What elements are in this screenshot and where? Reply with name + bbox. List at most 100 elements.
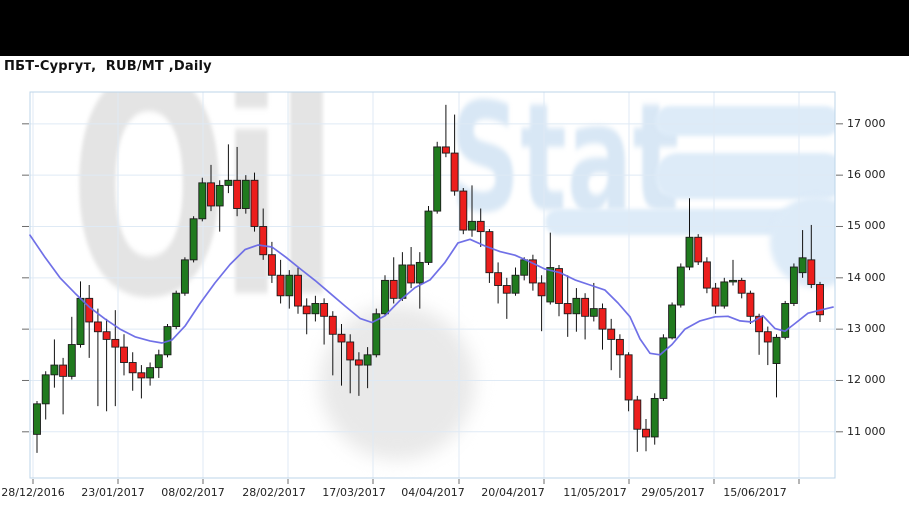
candle-body [598, 308, 607, 330]
x-axis-label: 29/05/2017 [641, 486, 705, 499]
candle-body [137, 372, 146, 379]
page-title: ПБТ-Сургут, RUB/MT ,Daily [4, 59, 212, 74]
candle-body [711, 287, 720, 307]
candle-body [224, 179, 233, 186]
candle-body [128, 362, 137, 374]
candle-body [198, 182, 207, 220]
candle-body [441, 146, 450, 154]
candle-body [459, 190, 468, 231]
candle-body [789, 266, 798, 304]
candle-body [294, 274, 302, 307]
y-axis-label: 16 000 [847, 168, 886, 182]
candle-body [85, 297, 94, 323]
candle-body [546, 267, 555, 303]
candle-body [41, 374, 50, 405]
candle-body [676, 266, 685, 306]
candle-body [450, 152, 459, 192]
candle-body [528, 259, 537, 284]
candle-body [328, 315, 337, 335]
candle-body [633, 399, 642, 430]
candle-body [702, 261, 711, 289]
candle-body [624, 354, 633, 401]
watermark-blue-bar-shape [655, 153, 835, 199]
x-axis-label: 28/02/2017 [242, 486, 306, 499]
candle-body [346, 341, 355, 361]
candle-body [755, 315, 764, 333]
candle-body [398, 264, 407, 299]
candle-body [589, 308, 598, 317]
x-axis-label: 20/04/2017 [481, 486, 545, 499]
candle-body [120, 346, 128, 363]
candle-body [189, 218, 198, 261]
x-axis-label: 28/12/2016 [1, 486, 65, 499]
x-axis-label: 23/01/2017 [81, 486, 145, 499]
candle-body [737, 279, 746, 294]
candle-body [615, 338, 624, 356]
candle-body [415, 261, 424, 284]
candle-body [798, 257, 807, 274]
candle-body [250, 179, 259, 227]
candle-body [172, 292, 181, 328]
candle-body [285, 274, 294, 297]
candle-body [772, 336, 781, 364]
candle-body [389, 279, 398, 299]
candle-body [581, 297, 590, 317]
candle-body [485, 231, 494, 274]
candle-body [511, 274, 520, 294]
candle-body [520, 259, 529, 276]
candle-body [76, 297, 85, 345]
candle-body [372, 313, 381, 356]
y-axis-label: 15 000 [847, 219, 886, 233]
candle-body [363, 354, 372, 366]
y-axis-label: 14 000 [847, 270, 886, 284]
candle-body [729, 279, 737, 283]
candle-body [685, 236, 694, 268]
candle-body [102, 331, 111, 340]
y-axis-label: 11 000 [847, 424, 886, 438]
candle-body [720, 281, 729, 307]
candle-body [233, 179, 242, 209]
candle-body [207, 182, 215, 207]
y-axis-label: 12 000 [847, 373, 886, 387]
candle-body [555, 268, 563, 304]
candle-body [572, 297, 581, 315]
watermark-blue-bar-shape [655, 106, 835, 136]
candle-body [154, 354, 163, 369]
watermark-gray-blob-shape [320, 305, 475, 460]
candle-body [494, 272, 503, 286]
candle-body [433, 146, 442, 212]
y-axis-label: 17 000 [847, 116, 886, 130]
candle-body [180, 259, 189, 294]
x-axis-label: 17/03/2017 [322, 486, 386, 499]
candle-body [111, 338, 120, 348]
candle-body [642, 428, 650, 438]
candle-body [563, 303, 572, 315]
x-axis-label: 11/05/2017 [563, 486, 627, 499]
candle-body [215, 184, 224, 207]
candle-body [807, 259, 816, 285]
candle-body [537, 282, 546, 297]
candle-body [146, 367, 155, 379]
candle-body [763, 331, 772, 343]
candle-body [659, 337, 668, 399]
candle-body [502, 285, 511, 294]
candle-body [746, 292, 755, 317]
candle-body [407, 264, 416, 284]
candle-body [320, 303, 329, 317]
candle-body [302, 305, 311, 315]
candle-body [337, 333, 346, 343]
candle-body [33, 403, 41, 435]
moving-average-line [29, 234, 834, 356]
candle-body [50, 364, 59, 376]
candle-body [67, 344, 76, 377]
x-axis-label: 08/02/2017 [161, 486, 225, 499]
x-axis-label: 04/04/2017 [401, 486, 465, 499]
candle-body [267, 254, 276, 276]
candle-body [476, 220, 485, 233]
candle-body [59, 364, 68, 377]
candle-body [607, 328, 616, 340]
candle-body [259, 226, 268, 256]
candle-body [381, 279, 389, 315]
